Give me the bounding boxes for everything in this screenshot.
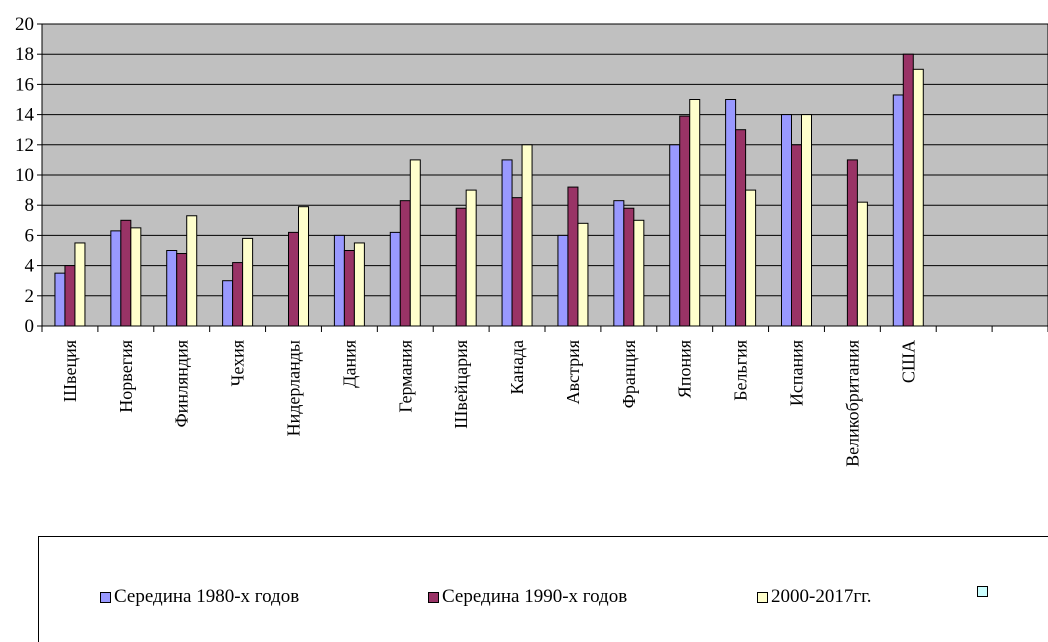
- bar-1-15: [892, 94, 904, 327]
- legend-item-series-3: 2000-2017гг.: [757, 586, 872, 608]
- legend-item-extra: [977, 586, 991, 597]
- y-tick-label: 14: [15, 105, 35, 126]
- y-tick-label: 10: [15, 165, 34, 186]
- x-tick-label: Япония: [675, 340, 695, 398]
- bar-1-1: [110, 230, 122, 327]
- x-tick-label: Нидерланды: [284, 340, 304, 436]
- legend-swatch-series-1: [100, 591, 111, 603]
- bar-2-2: [176, 253, 188, 327]
- bar-1-13: [781, 114, 792, 327]
- bar-3-5: [353, 242, 365, 327]
- bar-2-14: [846, 159, 858, 327]
- x-tick-label: Швеция: [60, 340, 80, 402]
- legend-swatch-extra: [977, 586, 988, 597]
- bar-2-4: [288, 231, 299, 327]
- bar-2-7: [455, 207, 467, 327]
- x-tick-label: Дания: [339, 340, 359, 388]
- legend-swatch-series-3: [757, 591, 768, 603]
- bar-3-2: [186, 215, 198, 327]
- bar-1-8: [501, 159, 513, 327]
- bar-3-9: [577, 222, 589, 327]
- bar-3-13: [801, 114, 812, 327]
- bar-3-1: [130, 227, 142, 327]
- bar-3-15: [912, 68, 924, 327]
- x-tick-label: Чехия: [228, 340, 248, 386]
- y-tick-label: 18: [15, 44, 34, 65]
- y-tick-label: 12: [15, 135, 34, 156]
- bar-3-3: [242, 237, 254, 327]
- bar-3-7: [465, 189, 477, 327]
- bar-3-12: [745, 189, 757, 327]
- x-tick-label: Бельгия: [731, 340, 751, 401]
- y-tick-label: 20: [15, 14, 34, 35]
- bar-2-13: [791, 144, 802, 327]
- bar-2-8: [511, 197, 523, 327]
- bar-1-9: [557, 234, 569, 327]
- x-tick-label: Франция: [619, 340, 639, 408]
- bar-2-5: [343, 250, 355, 327]
- y-tick-label: 2: [25, 286, 35, 307]
- y-tick-label: 0: [25, 316, 35, 337]
- y-tick-label: 6: [25, 225, 35, 246]
- bar-3-10: [633, 219, 645, 327]
- bar-2-11: [679, 115, 691, 327]
- bar-2-9: [567, 186, 579, 327]
- bar-1-6: [389, 231, 401, 327]
- y-tick-label: 8: [25, 195, 35, 216]
- chart-svg: 0 2 4 6 8 10 12 14 16 18 20 Швеция Норвегия Финляндия…: [15, 14, 1048, 467]
- bar-1-12: [725, 99, 737, 327]
- x-tick-label: Норвегия: [116, 340, 136, 413]
- bar-1-3: [222, 280, 234, 327]
- legend-label-series-2: Середина 1990-х годов: [442, 586, 628, 607]
- bar-3-4: [298, 206, 309, 327]
- bar-1-11: [669, 144, 681, 327]
- bar-2-1: [120, 219, 132, 327]
- x-tick-label: Испания: [787, 340, 807, 406]
- bar-3-14: [856, 201, 868, 327]
- bar-2-15: [902, 53, 914, 327]
- bar-2-12: [735, 129, 747, 327]
- y-tick-label: 4: [25, 256, 35, 277]
- x-tick-label: Великобритания: [842, 340, 862, 467]
- legend: Середина 1980-х годов Середина 1990-х го…: [38, 536, 1048, 642]
- bar-2-10: [623, 207, 635, 327]
- legend-item-series-1: Середина 1980-х годов: [100, 586, 299, 608]
- bar-3-8: [521, 144, 533, 327]
- legend-label-series-1: Середина 1980-х годов: [114, 586, 300, 607]
- legend-swatch-series-2: [428, 591, 439, 603]
- x-tick-label: США: [898, 340, 918, 383]
- legend-item-series-2: Середина 1990-х годов: [428, 586, 627, 608]
- bar-2-0: [64, 265, 76, 327]
- x-tick-label: Австрия: [563, 340, 583, 404]
- bar-1-5: [333, 234, 345, 327]
- x-tick-label: Финляндия: [172, 340, 192, 427]
- y-tick-label: 16: [15, 74, 34, 95]
- x-tick-label: Швейцария: [451, 340, 471, 429]
- bar-3-6: [409, 159, 421, 327]
- legend-label-series-3: 2000-2017гг.: [771, 586, 872, 607]
- chart: 0 2 4 6 8 10 12 14 16 18 20 Швеция Норвегия Финляндия…: [15, 14, 1048, 467]
- x-tick-label: Канада: [507, 340, 527, 395]
- x-tick-label: Германия: [395, 340, 415, 413]
- bar-1-2: [166, 250, 178, 327]
- bar-1-0: [54, 272, 66, 327]
- bar-1-10: [613, 200, 625, 327]
- bar-3-11: [689, 99, 701, 327]
- bar-3-0: [74, 242, 86, 327]
- bar-2-6: [399, 200, 411, 327]
- bar-2-3: [232, 262, 244, 327]
